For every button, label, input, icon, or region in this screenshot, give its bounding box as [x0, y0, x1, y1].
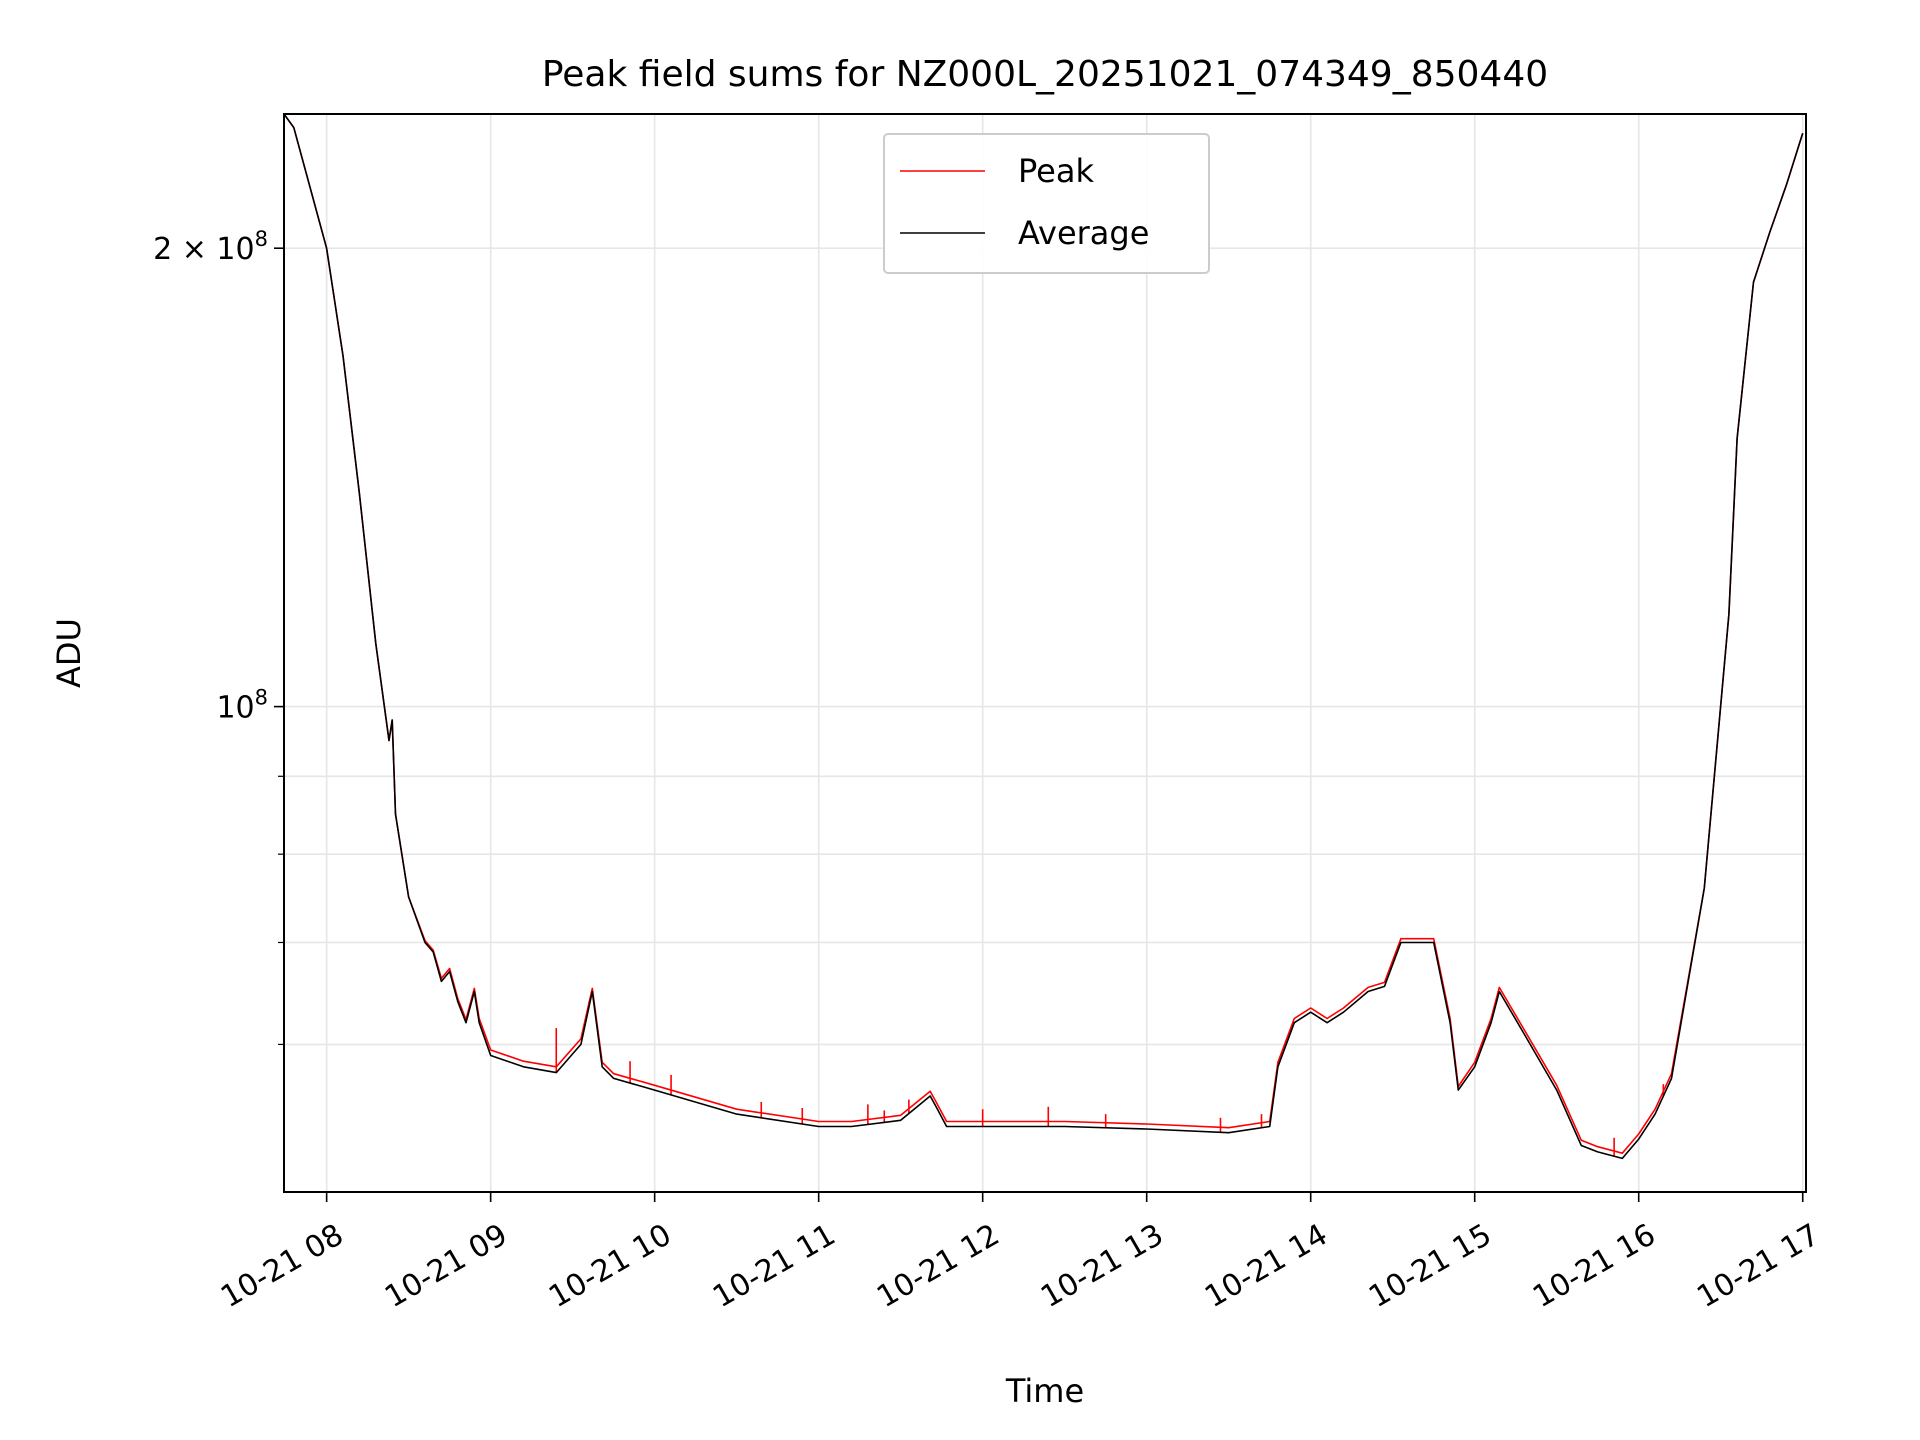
legend-box — [883, 133, 1210, 274]
grid — [284, 114, 1806, 1192]
legend-peak-label: Peak — [1018, 152, 1094, 190]
y-tick-label: 2 × 108 — [153, 227, 268, 267]
x-axis-label: Time — [1005, 1372, 1084, 1410]
legend-average-label: Average — [1018, 214, 1149, 252]
plot-frame — [283, 113, 1807, 1193]
series-line-average — [284, 114, 1804, 1160]
series-layer — [284, 114, 1804, 1160]
y-axis-label: ADU — [50, 618, 88, 688]
chart-title: Peak field sums for NZ000L_20251021_0743… — [542, 54, 1548, 95]
legend: Peak Average — [883, 133, 1210, 274]
